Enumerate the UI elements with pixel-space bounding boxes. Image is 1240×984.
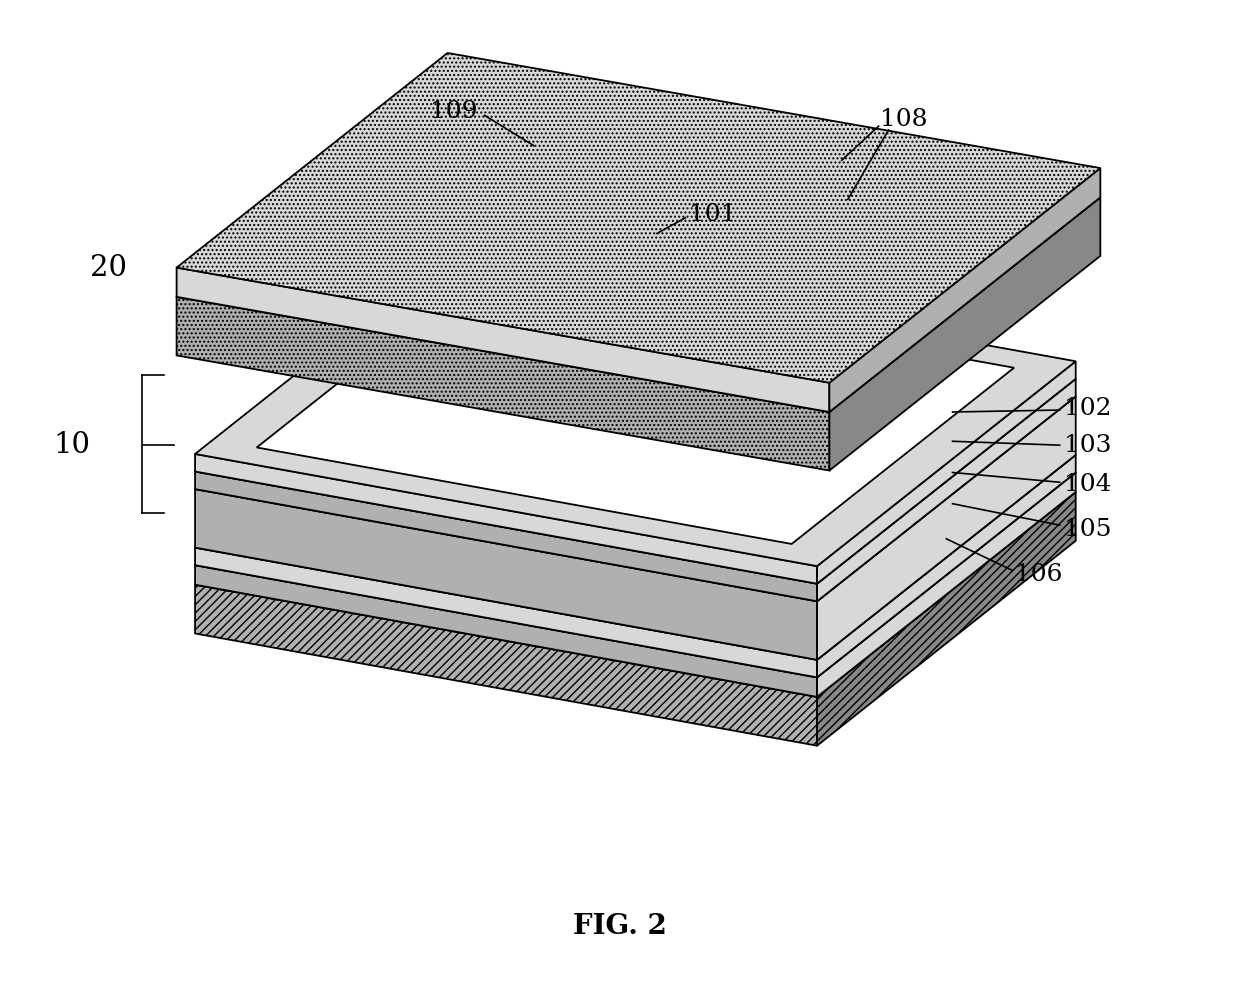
Text: 102: 102 bbox=[1064, 397, 1112, 419]
Text: 104: 104 bbox=[1064, 472, 1112, 496]
Polygon shape bbox=[195, 284, 501, 498]
Polygon shape bbox=[195, 249, 1076, 566]
Polygon shape bbox=[506, 340, 811, 554]
Polygon shape bbox=[739, 383, 1044, 595]
Text: 109: 109 bbox=[430, 100, 477, 123]
Polygon shape bbox=[817, 455, 1076, 677]
Polygon shape bbox=[817, 492, 1076, 746]
Polygon shape bbox=[584, 354, 889, 568]
Text: FIG. 2: FIG. 2 bbox=[573, 913, 667, 940]
Polygon shape bbox=[817, 472, 1076, 697]
Polygon shape bbox=[553, 348, 842, 559]
Polygon shape bbox=[366, 125, 1047, 262]
Polygon shape bbox=[351, 312, 656, 525]
Polygon shape bbox=[830, 198, 1100, 470]
Polygon shape bbox=[428, 327, 734, 539]
Polygon shape bbox=[176, 53, 1100, 383]
Text: 105: 105 bbox=[1064, 518, 1112, 540]
Polygon shape bbox=[420, 83, 1100, 218]
Polygon shape bbox=[195, 454, 817, 584]
Polygon shape bbox=[830, 168, 1100, 412]
Polygon shape bbox=[475, 335, 765, 545]
Polygon shape bbox=[630, 363, 920, 574]
Polygon shape bbox=[786, 391, 1076, 601]
Polygon shape bbox=[203, 254, 884, 391]
Polygon shape bbox=[817, 361, 1076, 584]
Polygon shape bbox=[817, 379, 1076, 601]
Polygon shape bbox=[662, 368, 967, 582]
Polygon shape bbox=[195, 267, 1076, 584]
Text: 101: 101 bbox=[688, 204, 737, 226]
Text: 10: 10 bbox=[53, 431, 91, 460]
Polygon shape bbox=[312, 168, 992, 305]
Text: 108: 108 bbox=[879, 108, 928, 131]
Polygon shape bbox=[257, 272, 1014, 544]
Polygon shape bbox=[397, 321, 687, 531]
Text: 103: 103 bbox=[1064, 434, 1112, 457]
Polygon shape bbox=[340, 147, 1019, 283]
Polygon shape bbox=[195, 548, 817, 677]
Polygon shape bbox=[242, 292, 532, 503]
Polygon shape bbox=[195, 380, 1076, 697]
Polygon shape bbox=[195, 342, 1076, 660]
Polygon shape bbox=[258, 211, 937, 347]
Polygon shape bbox=[195, 471, 817, 601]
Polygon shape bbox=[195, 360, 1076, 677]
Polygon shape bbox=[176, 268, 830, 412]
Text: 20: 20 bbox=[91, 254, 128, 281]
Polygon shape bbox=[273, 298, 578, 512]
Polygon shape bbox=[195, 565, 817, 697]
Polygon shape bbox=[195, 584, 817, 746]
Text: 106: 106 bbox=[1016, 564, 1063, 586]
Polygon shape bbox=[393, 103, 1074, 240]
Polygon shape bbox=[320, 307, 609, 518]
Polygon shape bbox=[817, 397, 1076, 660]
Polygon shape bbox=[285, 190, 965, 326]
Polygon shape bbox=[231, 232, 910, 369]
Polygon shape bbox=[176, 276, 857, 412]
Polygon shape bbox=[176, 297, 830, 470]
Polygon shape bbox=[708, 377, 998, 587]
Polygon shape bbox=[195, 489, 817, 660]
